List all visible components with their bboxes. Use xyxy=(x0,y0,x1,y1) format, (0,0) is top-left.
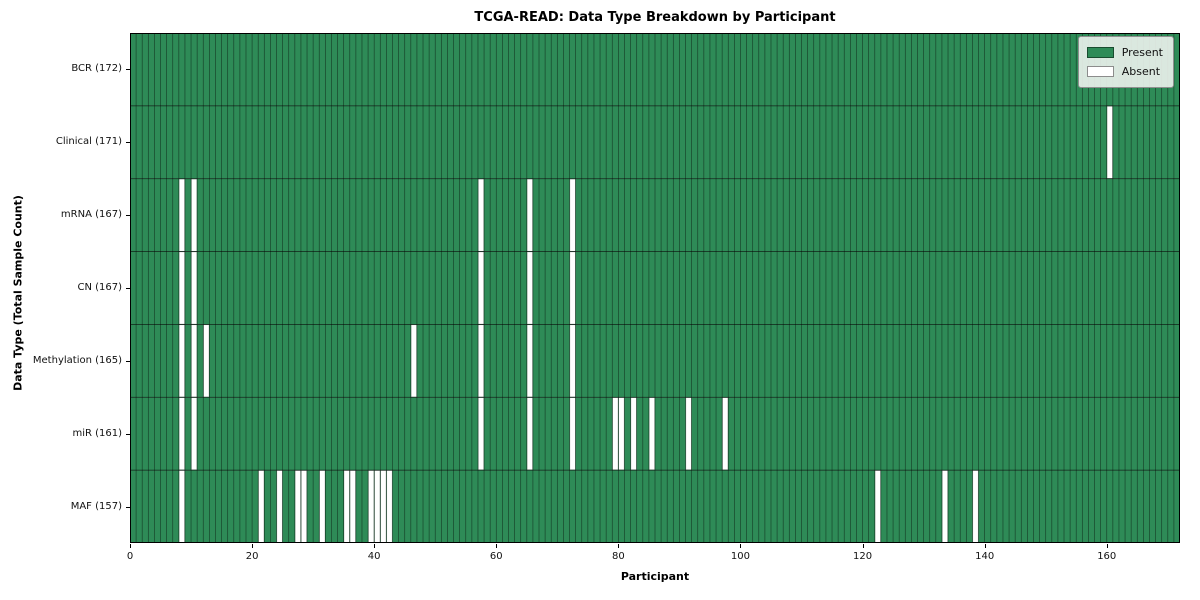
absent-cell xyxy=(630,397,637,471)
absent-cell xyxy=(972,470,979,543)
y-tick-mark xyxy=(126,360,130,362)
absent-cell xyxy=(191,397,198,471)
absent-cell xyxy=(178,251,185,325)
absent-cell xyxy=(191,178,198,252)
absent-cell xyxy=(569,178,576,252)
x-tick-label: 80 xyxy=(611,551,625,562)
absent-cell xyxy=(380,470,387,543)
x-tick-mark xyxy=(1106,544,1108,548)
x-tick-label: 0 xyxy=(126,551,134,562)
y-tick-label: Methylation (165) xyxy=(32,354,122,366)
absent-cell xyxy=(178,324,185,398)
absent-cell xyxy=(612,397,619,471)
absent-cell xyxy=(569,324,576,398)
x-tick-label: 160 xyxy=(1097,551,1117,562)
absent-cell xyxy=(526,178,533,252)
absent-cell xyxy=(648,397,655,471)
absent-cell xyxy=(526,251,533,325)
absent-cell xyxy=(258,470,265,543)
absent-cell xyxy=(722,397,729,471)
absent-cell xyxy=(941,470,948,543)
x-tick-label: 40 xyxy=(367,551,381,562)
x-tick-label: 60 xyxy=(489,551,503,562)
x-tick-label: 140 xyxy=(975,551,995,562)
absent-cell xyxy=(569,251,576,325)
x-tick-mark xyxy=(618,544,620,548)
y-tick-label: miR (161) xyxy=(72,427,122,439)
y-tick-mark xyxy=(126,288,130,289)
absent-cell xyxy=(569,397,576,471)
absent-cell xyxy=(478,324,485,398)
y-tick-mark xyxy=(126,69,130,71)
absent-cell xyxy=(874,470,881,543)
heatmap-svg xyxy=(130,33,1180,543)
absent-cell xyxy=(478,251,485,325)
x-axis-title: Participant xyxy=(620,570,690,583)
x-tick-mark xyxy=(374,544,376,548)
x-tick-mark xyxy=(862,544,864,548)
legend-entry-present: Present xyxy=(1086,43,1163,62)
absent-cell xyxy=(349,470,356,543)
absent-swatch-icon xyxy=(1086,66,1114,77)
x-tick-mark xyxy=(496,544,498,548)
y-tick-label: Clinical (171) xyxy=(55,136,122,148)
y-tick-label: CN (167) xyxy=(77,282,122,293)
absent-cell xyxy=(374,470,381,543)
absent-cell xyxy=(526,397,533,471)
x-tick-label: 100 xyxy=(730,551,750,562)
plot-border xyxy=(130,33,1180,543)
absent-cell xyxy=(191,324,198,398)
absent-cell xyxy=(276,470,283,543)
absent-cell xyxy=(178,470,185,543)
absent-cell xyxy=(410,324,417,398)
x-tick-label: 120 xyxy=(853,551,873,562)
absent-cell xyxy=(319,470,326,543)
x-tick-mark xyxy=(130,544,131,548)
x-tick-label: 20 xyxy=(245,551,259,562)
legend-label-absent: Absent xyxy=(1121,65,1161,78)
absent-cell xyxy=(618,397,625,471)
absent-cell xyxy=(343,470,350,543)
absent-cell xyxy=(368,470,375,543)
y-tick-label: mRNA (167) xyxy=(60,209,122,221)
y-tick-mark xyxy=(126,506,130,508)
absent-cell xyxy=(300,470,307,543)
y-tick-label: MAF (157) xyxy=(70,500,122,512)
legend: Present Absent xyxy=(1077,36,1174,88)
absent-cell xyxy=(178,178,185,252)
absent-cell xyxy=(191,251,198,325)
absent-cell xyxy=(294,470,301,543)
absent-cell xyxy=(386,470,393,543)
absent-cell xyxy=(478,178,485,252)
absent-cell xyxy=(685,397,692,471)
absent-cell xyxy=(1106,105,1113,179)
present-swatch-icon xyxy=(1086,47,1114,58)
x-tick-mark xyxy=(740,544,742,548)
y-tick-label: BCR (172) xyxy=(71,63,122,75)
chart-title: TCGA-READ: Data Type Breakdown by Partic… xyxy=(474,10,836,25)
y-tick-mark xyxy=(126,142,130,144)
absent-cell xyxy=(178,397,185,471)
absent-cell xyxy=(526,324,533,398)
legend-label-present: Present xyxy=(1121,46,1163,59)
x-tick-mark xyxy=(252,544,254,548)
heatmap-plot xyxy=(130,33,1180,543)
y-tick-mark xyxy=(126,433,130,435)
absent-cell xyxy=(478,397,485,471)
legend-entry-absent: Absent xyxy=(1086,62,1163,81)
absent-cell xyxy=(203,324,210,398)
y-tick-mark xyxy=(126,215,130,217)
x-tick-mark xyxy=(984,544,986,548)
